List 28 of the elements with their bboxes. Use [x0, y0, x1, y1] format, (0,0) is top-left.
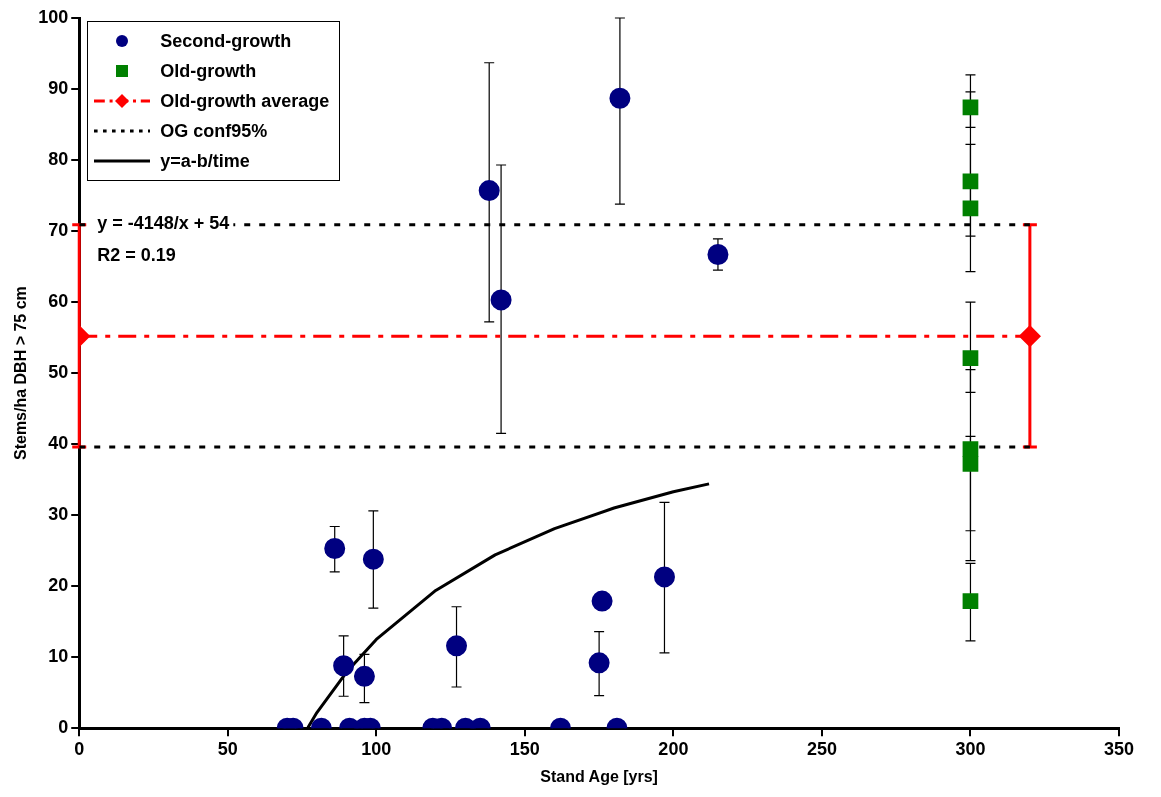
x-tick-label: 300 — [955, 738, 986, 759]
x-tick-label: 50 — [217, 738, 238, 759]
x-tick-label: 100 — [361, 738, 392, 759]
x-tick-label: 350 — [1103, 738, 1135, 759]
x-tick-label: 200 — [658, 738, 689, 759]
y-tick-label: 60 — [48, 291, 69, 312]
y-tick-label: 70 — [48, 220, 69, 241]
annotation: y = -4148/x + 54 — [97, 212, 230, 233]
legend-label: Old-growth — [160, 60, 257, 82]
x-tick-label: 250 — [806, 738, 837, 759]
legend-label: y=a-b/time — [160, 150, 250, 172]
y-tick-label: 50 — [48, 362, 69, 383]
legend-label: Old-growth average — [160, 90, 330, 112]
y-tick-label: 30 — [48, 504, 69, 525]
annotation: R2 = 0.19 — [97, 244, 176, 265]
x-axis-title: Stand Age [yrs] — [540, 767, 658, 785]
y-tick-label: 10 — [48, 646, 69, 667]
y-tick-label: 0 — [58, 717, 69, 738]
y-tick-label: 100 — [38, 6, 69, 27]
legend-label: OG conf95% — [160, 120, 268, 142]
y-tick-label: 20 — [48, 575, 69, 596]
legend-label: Second-growth — [160, 30, 292, 52]
y-tick-label: 90 — [48, 77, 69, 98]
y-tick-label: 80 — [48, 149, 69, 170]
x-tick-label: 150 — [509, 738, 540, 759]
x-tick-label: 0 — [74, 738, 85, 759]
y-tick-label: 40 — [48, 433, 69, 454]
y-axis-title: Stems/ha DBH > 75 cm — [12, 286, 30, 461]
